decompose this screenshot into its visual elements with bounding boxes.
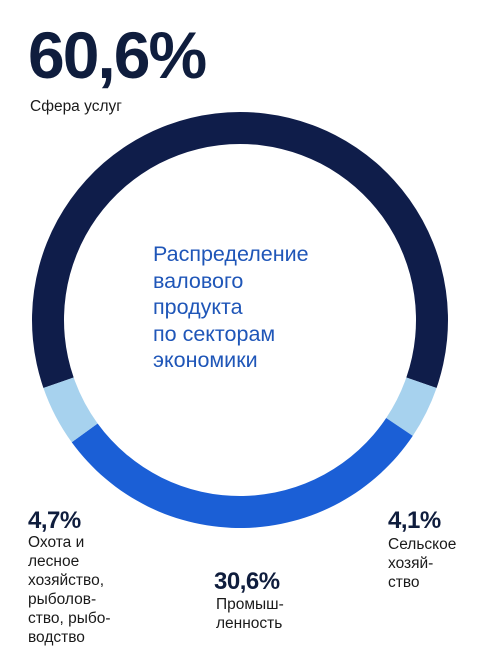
value-forestry-fishing: 4,7%: [28, 507, 81, 534]
value-industry: 30,6%: [214, 568, 280, 595]
slice-agriculture: [386, 377, 437, 436]
slice-industry: [71, 418, 413, 528]
value-services: 60,6%: [28, 18, 207, 92]
label-agriculture: Сельское хозяй- ство: [388, 536, 457, 591]
label-services: Сфера услуг: [30, 98, 122, 115]
value-agriculture: 4,1%: [388, 507, 441, 534]
chart-title: Распределение валового продукта по секто…: [153, 242, 309, 372]
slice-forestry-fishing: [43, 377, 98, 443]
label-forestry-fishing: Охота и лесное хозяйство, рыболов- ство,…: [28, 534, 111, 646]
label-industry: Промыш- ленность: [216, 596, 284, 632]
